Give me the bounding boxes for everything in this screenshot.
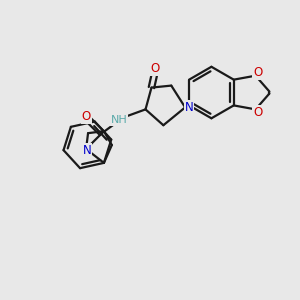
Text: O: O: [253, 106, 262, 119]
Text: N: N: [185, 101, 194, 114]
Text: O: O: [253, 66, 262, 79]
Text: O: O: [151, 62, 160, 75]
Text: N: N: [83, 143, 92, 157]
Text: O: O: [82, 110, 91, 123]
Text: NH: NH: [110, 115, 127, 125]
